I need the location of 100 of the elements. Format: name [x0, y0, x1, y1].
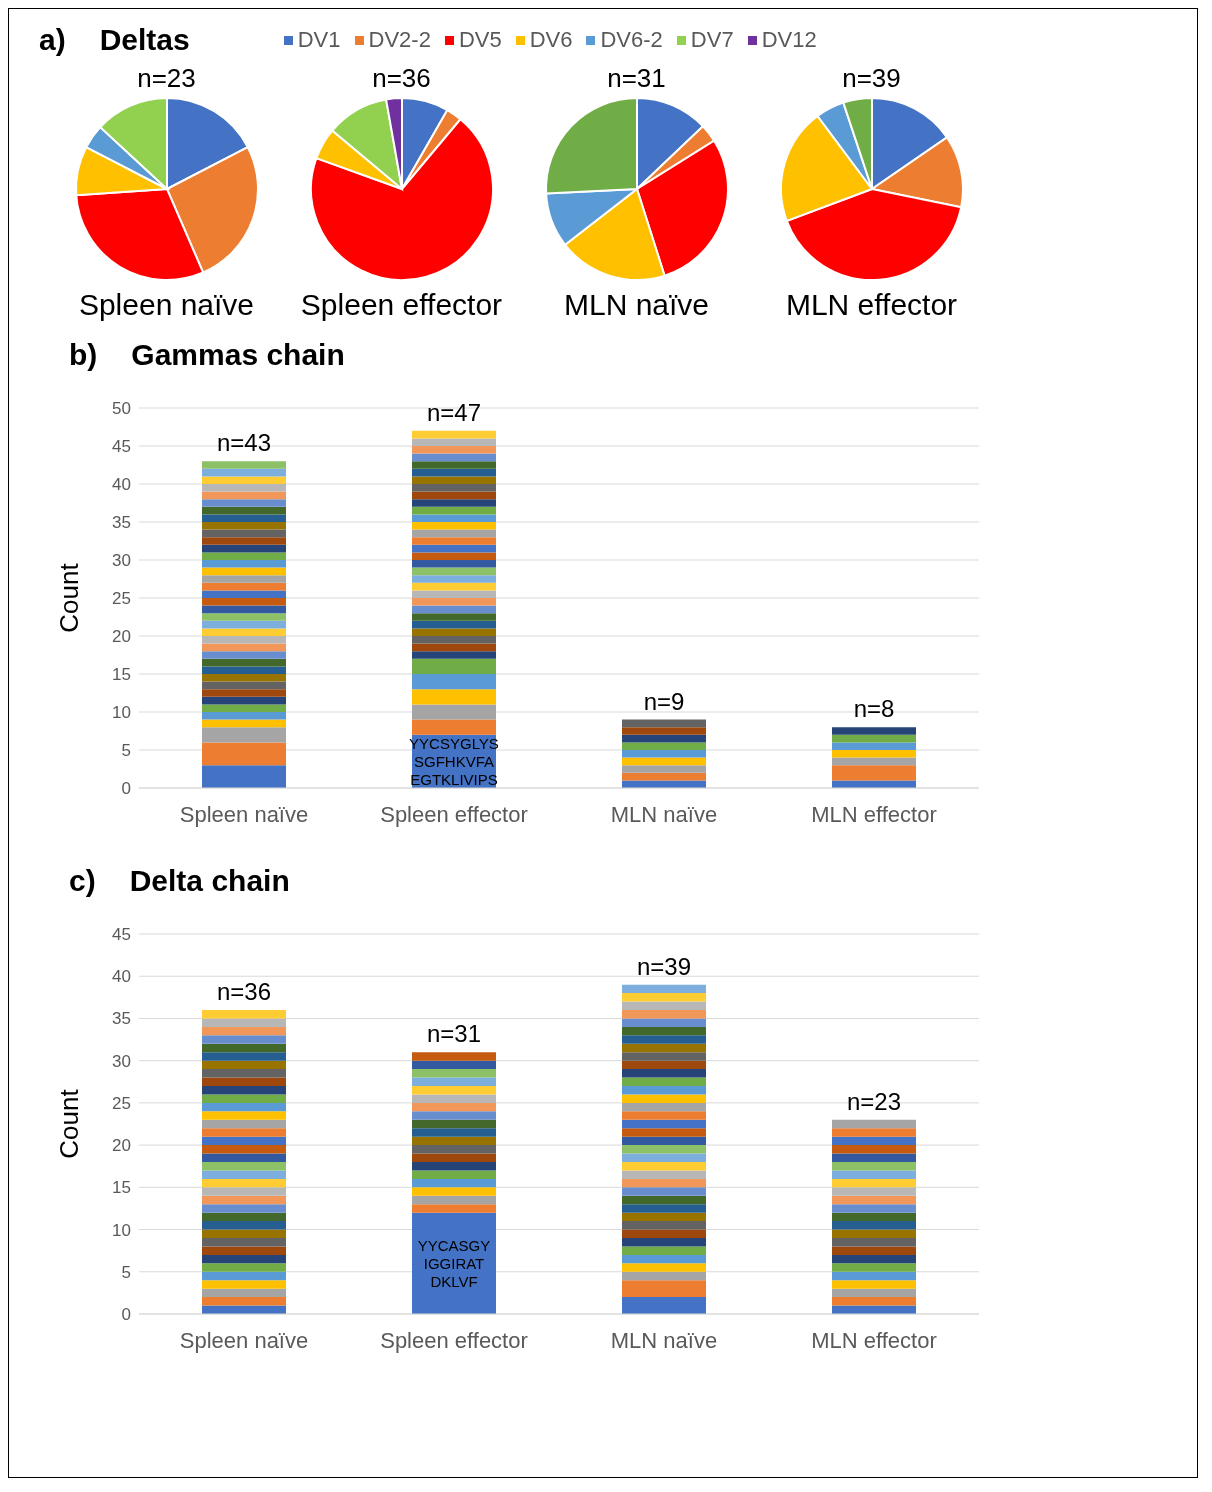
- bar: [412, 537, 496, 545]
- bar: [622, 993, 706, 1002]
- bar: [622, 1001, 706, 1010]
- bar: [832, 1263, 916, 1272]
- y-tick-label: 15: [112, 665, 131, 685]
- bar: [202, 696, 286, 705]
- bar: [202, 727, 286, 743]
- bar: [412, 1102, 496, 1112]
- bar: [832, 1162, 916, 1171]
- bar: [202, 1170, 286, 1179]
- bar: [412, 1119, 496, 1129]
- bar: [622, 1162, 706, 1171]
- bar: [202, 765, 286, 788]
- text: b): [69, 338, 98, 373]
- y-tick-label: 20: [112, 627, 131, 647]
- bar: [202, 1288, 286, 1298]
- bar: [202, 681, 286, 690]
- bar: [832, 742, 916, 750]
- bar: [412, 1170, 496, 1179]
- bar: [412, 1060, 496, 1070]
- bar: [202, 529, 286, 538]
- bar: [412, 544, 496, 553]
- bar: [412, 1145, 496, 1154]
- bar: [202, 1086, 286, 1095]
- bar: [412, 582, 496, 591]
- y-tick-label: 10: [112, 703, 131, 723]
- bar: [202, 1297, 286, 1306]
- y-tick-label: 20: [112, 1136, 131, 1156]
- bar: [622, 1195, 706, 1205]
- bar: [202, 476, 286, 484]
- bar: [412, 1069, 496, 1078]
- bar: [832, 780, 916, 788]
- bar: [622, 1263, 706, 1272]
- bar: [412, 1204, 496, 1213]
- bar: [412, 719, 496, 735]
- bar: [202, 514, 286, 522]
- bar: [622, 780, 706, 788]
- bar: [622, 1102, 706, 1112]
- bar: [412, 514, 496, 522]
- total-label: n=9: [643, 687, 685, 715]
- bar: [622, 1254, 706, 1264]
- bar: [202, 468, 286, 477]
- total-label: n=47: [426, 398, 482, 426]
- legend-label: DV7: [689, 27, 734, 53]
- bar: [202, 1094, 286, 1103]
- bar: [202, 552, 286, 560]
- bar: [622, 1204, 706, 1213]
- x-tick-label: Spleen effector: [380, 801, 528, 827]
- bar: [622, 727, 706, 735]
- chart-title: n=36: [372, 63, 431, 94]
- bar: [622, 1170, 706, 1179]
- bar: [622, 1280, 706, 1298]
- bar: [622, 1271, 706, 1281]
- bar: [412, 598, 496, 606]
- bar: [412, 1077, 496, 1086]
- bar: [202, 1178, 286, 1188]
- bar: [622, 1187, 706, 1196]
- bar: [412, 704, 496, 720]
- bar: [412, 620, 496, 629]
- bar: [202, 1060, 286, 1070]
- text: Deltas: [99, 23, 190, 57]
- bar: [832, 1145, 916, 1154]
- bar: [622, 772, 706, 781]
- total-label: n=31: [426, 1020, 482, 1048]
- annotation: IGGIRAT: [423, 1254, 485, 1272]
- bar: [412, 1187, 496, 1196]
- bar: [202, 628, 286, 636]
- bar: [202, 1026, 286, 1036]
- bar: [202, 1128, 286, 1137]
- bar: [412, 1111, 496, 1120]
- x-tick-label: MLN effector: [811, 1327, 937, 1353]
- bar: [622, 1111, 706, 1120]
- bar: [202, 598, 286, 606]
- bar: [622, 1010, 706, 1019]
- bar: [202, 567, 286, 576]
- bar: [412, 651, 496, 659]
- bar: [832, 1119, 916, 1129]
- legend-label: DV2-2: [367, 27, 431, 53]
- y-tick-label: 0: [121, 1305, 131, 1325]
- y-axis-title: Count: [54, 562, 85, 633]
- bar: [202, 742, 286, 766]
- bar: [202, 605, 286, 614]
- bar: [412, 674, 496, 690]
- x-tick-label: MLN naïve: [610, 1327, 718, 1353]
- bar: [412, 491, 496, 500]
- legend-label: DV12: [760, 27, 817, 53]
- bar: [202, 712, 286, 720]
- y-tick-label: 45: [112, 925, 131, 945]
- bar: [832, 1288, 916, 1298]
- bar: [202, 506, 286, 515]
- bar: [202, 582, 286, 591]
- bar: [412, 461, 496, 469]
- bar: [832, 1128, 916, 1137]
- bar: [202, 499, 286, 507]
- bar: [412, 529, 496, 538]
- bar: [832, 1178, 916, 1188]
- bar: [622, 1238, 706, 1247]
- bar: [412, 1128, 496, 1137]
- bar: [412, 567, 496, 576]
- legend-label: DV5: [457, 27, 502, 53]
